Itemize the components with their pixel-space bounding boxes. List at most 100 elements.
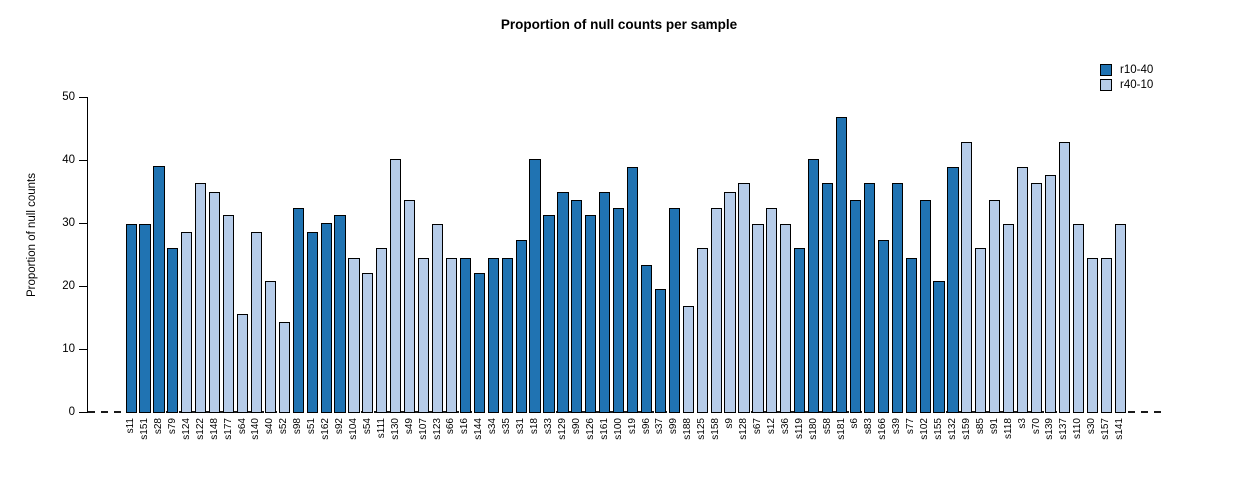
x-tick-label-s70: s70 — [1030, 418, 1042, 435]
x-tick-label-s180: s180 — [807, 418, 819, 440]
x-tick-label-s111: s111 — [375, 418, 387, 439]
x-tick-label-s99: s99 — [668, 418, 680, 435]
bar-s91 — [989, 199, 1001, 413]
x-tick-label-s31: s31 — [515, 418, 527, 435]
x-tick-label-s91: s91 — [988, 418, 1000, 435]
x-tick-label-s54: s54 — [361, 418, 373, 435]
x-tick-label-s162: s162 — [320, 418, 332, 440]
legend-swatch-r40-10 — [1100, 78, 1112, 91]
x-tick-label-s49: s49 — [403, 418, 415, 435]
x-tick-label-s157: s157 — [1100, 418, 1112, 440]
x-tick-label-s181: s181 — [835, 418, 847, 440]
bar-s11 — [125, 224, 137, 413]
x-tick-label-s124: s124 — [180, 418, 192, 440]
x-tick-label-s12: s12 — [765, 418, 777, 435]
x-tick-label-s83: s83 — [863, 418, 875, 435]
x-tick-label-s40: s40 — [264, 418, 276, 435]
bar-s12 — [766, 207, 778, 413]
x-tick-label-s9: s9 — [724, 418, 736, 429]
x-tick-label-s58: s58 — [821, 418, 833, 435]
x-tick-label-s125: s125 — [696, 418, 708, 440]
bar-s90 — [571, 199, 583, 413]
bar-s79 — [167, 248, 179, 413]
bar-s37 — [654, 288, 667, 413]
bar-s158 — [710, 207, 722, 413]
bar-s51 — [306, 231, 318, 413]
legend-label-r10-40: r10-40 — [1120, 63, 1154, 76]
bar-s52 — [278, 321, 290, 413]
x-tick-label-s33: s33 — [543, 418, 554, 435]
x-tick-label-s158: s158 — [710, 418, 722, 440]
x-tick-label-s126: s126 — [584, 418, 596, 440]
bar-s98 — [292, 207, 304, 413]
bar-s3 — [1017, 166, 1029, 413]
bar-s40 — [264, 280, 276, 413]
bar-s137 — [1058, 142, 1070, 413]
x-tick-label-s6: s6 — [849, 418, 861, 429]
legend-item-r10-40: r10-40 — [1100, 62, 1153, 77]
bar-s30 — [1086, 257, 1098, 413]
bar-s111 — [376, 248, 388, 413]
x-tick-label-s161: s161 — [598, 418, 610, 440]
x-tick-label-s140: s140 — [250, 418, 262, 440]
bar-s6 — [849, 199, 862, 413]
y-tick-mark — [79, 411, 88, 413]
bar-s19 — [626, 166, 639, 413]
bar-s96 — [640, 264, 653, 413]
y-tick-mark — [79, 348, 88, 350]
x-tick-label-s35: s35 — [501, 418, 513, 435]
bar-s92 — [334, 215, 346, 413]
x-tick-label-s34: s34 — [487, 418, 499, 435]
bar-s141 — [1114, 224, 1126, 413]
bar-s31 — [515, 240, 527, 413]
bar-s139 — [1044, 175, 1057, 413]
legend-swatch-r10-40 — [1100, 63, 1112, 76]
x-tick-label-s130: s130 — [389, 418, 401, 440]
bar-s151 — [139, 224, 151, 413]
bar-s66 — [445, 257, 458, 413]
x-tick-label-s36: s36 — [779, 418, 791, 435]
x-tick-label-s92: s92 — [334, 418, 346, 435]
x-tick-label-s28: s28 — [152, 418, 164, 435]
bar-s144 — [473, 272, 485, 413]
x-tick-label-s102: s102 — [919, 418, 931, 440]
x-tick-label-s98: s98 — [292, 418, 304, 435]
bar-s107 — [418, 257, 430, 413]
y-axis-title: Proportion of null counts — [26, 173, 38, 298]
legend-label-r40-10: r40-10 — [1120, 78, 1154, 91]
x-tick-label-s123: s123 — [431, 418, 443, 440]
x-tick-label-s188: s188 — [682, 418, 694, 440]
bar-s132 — [947, 166, 959, 413]
bar-s9 — [724, 191, 736, 413]
zero-baseline-dashed — [88, 411, 1165, 413]
bar-s125 — [696, 248, 708, 413]
x-tick-label-s104: s104 — [347, 418, 359, 440]
x-tick-label-s166: s166 — [877, 418, 889, 440]
x-tick-label-s30: s30 — [1086, 418, 1098, 435]
x-tick-label-s129: s129 — [556, 418, 568, 440]
y-tick-mark — [79, 222, 88, 224]
x-tick-label-s51: s51 — [306, 418, 318, 435]
x-tick-label-s148: s148 — [208, 418, 220, 440]
x-tick-label-s119: s119 — [793, 418, 805, 439]
bar-s188 — [682, 305, 694, 413]
bar-s77 — [905, 257, 917, 413]
legend: r10-40 r40-10 — [1100, 62, 1153, 92]
bar-s36 — [780, 224, 792, 413]
bar-s58 — [822, 182, 834, 413]
x-tick-label-s79: s79 — [166, 418, 178, 435]
bar-s166 — [877, 240, 889, 413]
y-tick-label: 20 — [62, 279, 75, 292]
bar-s148 — [209, 191, 221, 413]
bar-s159 — [961, 142, 973, 413]
bar-s18 — [529, 159, 541, 413]
x-tick-label-s110: s110 — [1072, 418, 1084, 439]
x-tick-label-s90: s90 — [570, 418, 582, 435]
chart-title: Proportion of null counts per sample — [500, 17, 738, 32]
bar-s161 — [599, 191, 611, 413]
bar-s16 — [459, 257, 471, 413]
y-tick-mark — [79, 159, 88, 161]
bar-s64 — [236, 313, 249, 413]
y-tick-mark — [79, 96, 88, 98]
